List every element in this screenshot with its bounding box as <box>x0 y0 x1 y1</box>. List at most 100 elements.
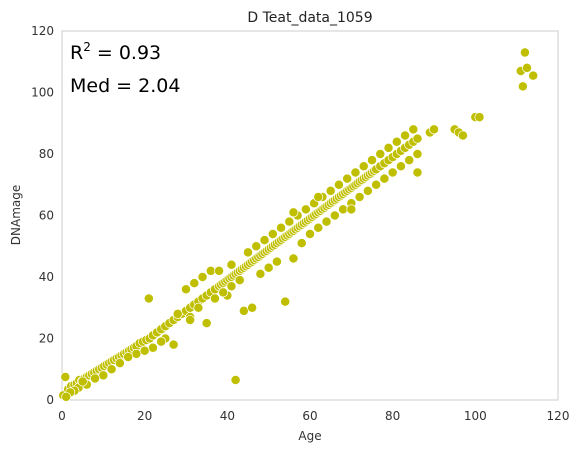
data-point <box>517 81 528 92</box>
data-point <box>522 62 532 73</box>
scatter-points <box>58 47 539 402</box>
data-point <box>296 238 307 249</box>
data-point <box>181 284 191 295</box>
data-point <box>367 155 377 166</box>
data-point <box>139 345 150 356</box>
data-point <box>300 204 311 215</box>
data-point <box>358 161 369 172</box>
x-tick-label: 40 <box>220 409 235 423</box>
data-point <box>412 133 423 144</box>
data-point <box>412 149 423 159</box>
x-tick-label: 20 <box>137 409 152 423</box>
y-axis-ticks: 0 20 40 60 80 100 120 <box>31 24 54 407</box>
data-point <box>329 210 340 221</box>
data-point <box>143 293 154 304</box>
data-point <box>205 265 216 276</box>
data-point <box>288 207 299 218</box>
x-tick-label: 0 <box>58 409 66 423</box>
data-point <box>400 130 411 141</box>
data-point <box>259 235 270 246</box>
data-point <box>333 179 344 190</box>
data-point <box>255 268 266 279</box>
data-point <box>395 161 406 172</box>
data-point <box>313 192 324 202</box>
data-point <box>429 124 439 135</box>
data-point <box>288 253 299 264</box>
data-point <box>147 342 158 353</box>
y-tick-label: 80 <box>39 147 54 161</box>
data-point <box>123 352 134 362</box>
y-tick-label: 0 <box>46 393 54 407</box>
median-annotation: Med = 2.04 <box>70 75 180 97</box>
data-point <box>267 228 278 239</box>
data-point <box>375 149 386 159</box>
data-point <box>226 281 237 292</box>
x-tick-label: 80 <box>385 409 400 423</box>
data-point <box>528 70 539 81</box>
data-point <box>61 391 72 402</box>
y-tick-label: 40 <box>39 270 54 284</box>
data-point <box>251 241 262 252</box>
data-point <box>168 339 179 350</box>
data-point <box>114 358 125 369</box>
data-point <box>354 192 365 202</box>
data-point <box>338 204 349 215</box>
data-point <box>209 293 220 304</box>
data-point <box>98 370 109 381</box>
y-tick-label: 20 <box>39 332 54 346</box>
data-point <box>391 136 402 147</box>
data-point <box>383 142 394 153</box>
data-point <box>214 265 225 276</box>
data-point <box>263 262 274 273</box>
data-point <box>362 185 373 196</box>
data-point <box>350 167 361 178</box>
data-point <box>408 124 419 135</box>
x-tick-label: 100 <box>464 409 487 423</box>
data-point <box>412 167 423 178</box>
data-point <box>457 130 468 141</box>
data-point <box>474 112 485 123</box>
data-point <box>106 364 117 375</box>
data-point <box>201 318 212 329</box>
data-point <box>280 296 291 307</box>
y-tick-label: 100 <box>31 86 54 100</box>
data-point <box>60 371 71 382</box>
data-point <box>342 173 353 184</box>
data-point <box>379 173 390 184</box>
r-squared-value: = 0.93 <box>91 42 161 64</box>
data-point <box>346 204 357 215</box>
chart-title: D Teat_data_1059 <box>247 10 372 26</box>
data-point <box>172 308 183 319</box>
x-axis-label: Age <box>298 429 321 443</box>
y-tick-label: 60 <box>39 209 54 223</box>
data-point <box>238 305 249 316</box>
data-point <box>247 302 258 313</box>
data-point <box>193 302 204 313</box>
data-point <box>185 315 196 325</box>
data-point <box>276 222 287 233</box>
data-point <box>226 259 237 270</box>
data-point <box>189 278 200 289</box>
data-point <box>243 247 253 258</box>
data-point <box>387 167 398 178</box>
data-point <box>313 222 324 233</box>
data-point <box>234 275 245 286</box>
data-point <box>156 336 167 347</box>
r-squared-annotation: R2 = 0.93 <box>70 40 161 64</box>
data-point <box>325 185 336 196</box>
data-point <box>321 216 332 227</box>
data-point <box>404 155 415 166</box>
x-axis-ticks: 0 20 40 60 80 100 120 <box>58 409 569 423</box>
data-point <box>218 287 229 298</box>
y-tick-label: 120 <box>31 24 54 38</box>
data-point <box>305 228 315 239</box>
x-tick-label: 120 <box>547 409 570 423</box>
data-point <box>371 179 382 190</box>
data-point <box>230 375 241 385</box>
data-point <box>90 373 101 384</box>
data-point <box>271 256 282 267</box>
r-squared-prefix: R <box>70 42 83 64</box>
data-point <box>197 272 208 282</box>
data-point <box>519 47 530 58</box>
